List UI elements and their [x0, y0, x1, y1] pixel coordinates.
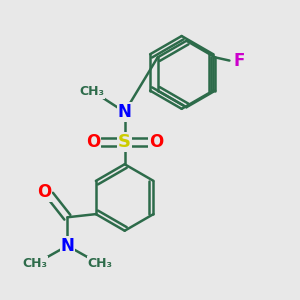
Text: CH₃: CH₃ — [87, 257, 112, 270]
Text: O: O — [86, 133, 100, 151]
Text: O: O — [37, 183, 51, 201]
Text: N: N — [60, 237, 74, 255]
Text: N: N — [118, 103, 132, 121]
Text: F: F — [233, 52, 244, 70]
Text: CH₃: CH₃ — [22, 257, 48, 270]
Text: O: O — [149, 133, 164, 151]
Text: S: S — [118, 133, 131, 151]
Text: CH₃: CH₃ — [79, 85, 104, 98]
